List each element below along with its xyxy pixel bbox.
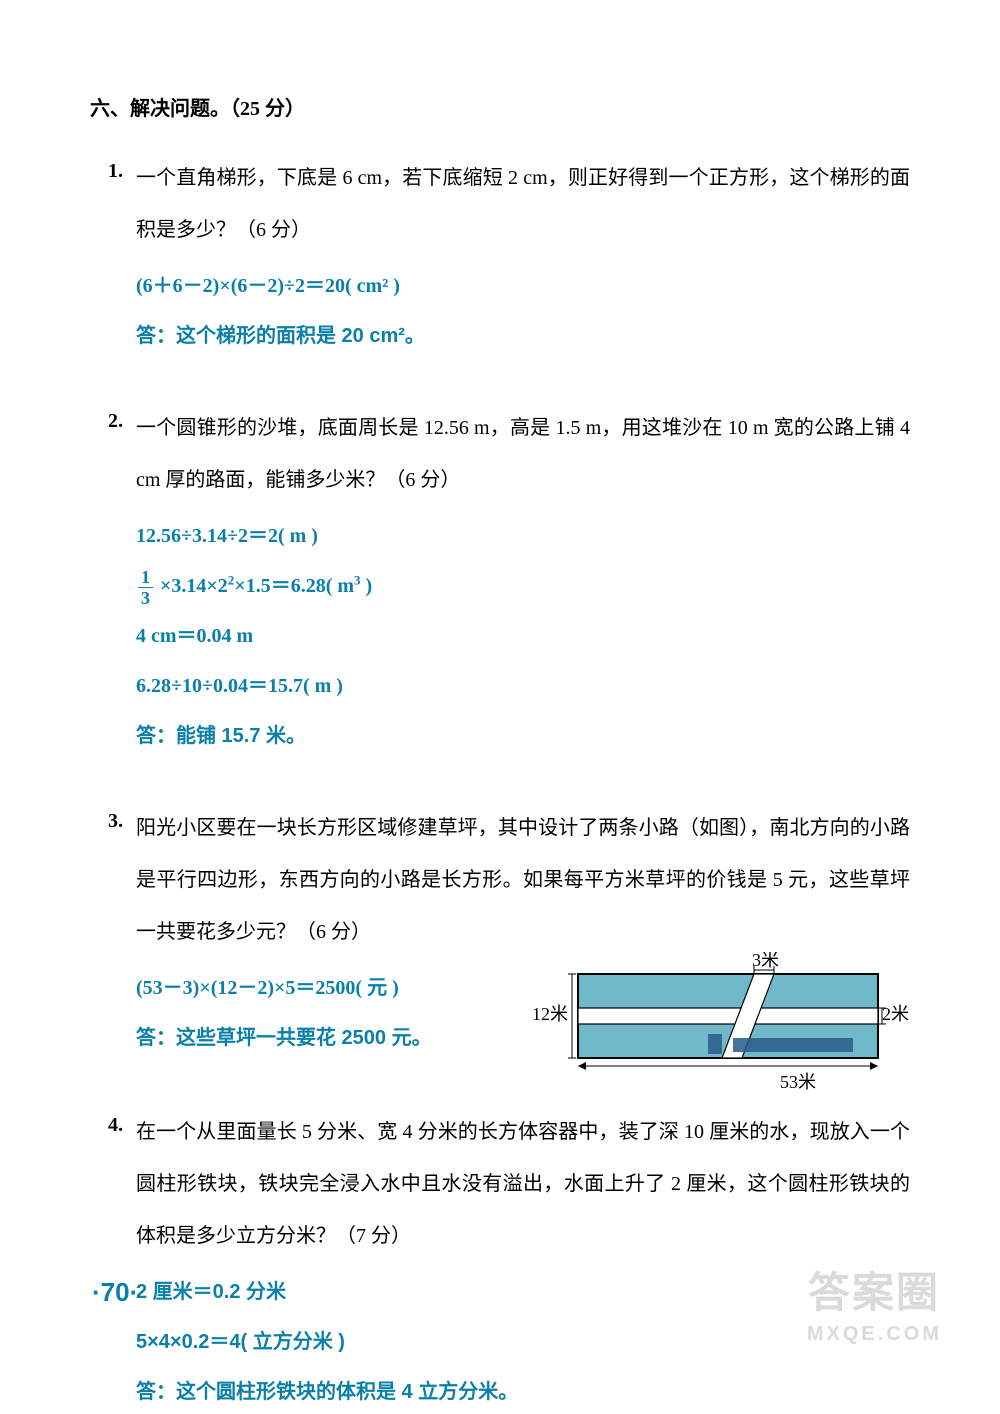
section-title: 六、解决问题。（25 分） [90, 90, 910, 128]
answer-line: (53－3)×(12－2)×5＝2500( 元 ) [136, 966, 556, 1010]
fraction-one-third: 13 [138, 568, 153, 607]
answer-line: 答：能铺 15.7 米。 [136, 714, 910, 758]
problem-number: 2. [108, 402, 123, 440]
accent-mark [708, 1034, 722, 1054]
problem-text: 一个圆锥形的沙堆，底面周长是 12.56 m，高是 1.5 m，用这堆沙在 10… [136, 402, 910, 506]
diagram-label-left: 12米 [532, 1004, 568, 1024]
answer-fragment: ×3.14×22×1.5＝6.28( m3 ) [160, 575, 372, 597]
diagram-label-top: 3米 [752, 952, 779, 970]
answer-line: 答：这个梯形的面积是 20 cm²。 [136, 314, 910, 358]
problem-3: 3. 阳光小区要在一块长方形区域修建草坪，其中设计了两条小路（如图），南北方向的… [136, 802, 910, 1062]
answer-line: 4 cm＝0.04 m [136, 614, 910, 658]
problem-number: 4. [108, 1106, 123, 1144]
problem-number: 1. [108, 152, 123, 190]
answer-line: 5×4×0.2＝4( 立方分米 ) [136, 1320, 910, 1364]
problem-answer: 2 厘米＝0.2 分米 5×4×0.2＝4( 立方分米 ) 答：这个圆柱形铁块的… [136, 1270, 910, 1414]
watermark-en: MXQE.COM [807, 1315, 942, 1353]
accent-mark [733, 1038, 853, 1052]
answer-line: 13 ×3.14×22×1.5＝6.28( m3 ) [136, 564, 910, 608]
answer-line: (6＋6－2)×(6－2)÷2＝20( cm² ) [136, 264, 910, 308]
problem-text: 在一个从里面量长 5 分米、宽 4 分米的长方体容器中，装了深 10 厘米的水，… [136, 1106, 910, 1262]
page-number: ·70· [92, 1268, 138, 1317]
problem-4: 4. 在一个从里面量长 5 分米、宽 4 分米的长方体容器中，装了深 10 厘米… [136, 1106, 910, 1414]
answer-line: 2 厘米＝0.2 分米 [136, 1270, 910, 1314]
answer-line: 6.28÷10÷0.04＝15.7( m ) [136, 664, 910, 708]
problem-answer: (53－3)×(12－2)×5＝2500( 元 ) 答：这些草坪一共要花 250… [136, 966, 556, 1060]
problem-answer: 12.56÷3.14÷2＝2( m ) 13 ×3.14×22×1.5＝6.28… [136, 514, 910, 758]
problem-text: 一个直角梯形，下底是 6 cm，若下底缩短 2 cm，则正好得到一个正方形，这个… [136, 152, 910, 256]
answer-line: 12.56÷3.14÷2＝2( m ) [136, 514, 910, 558]
diagram-label-bottom: 53米 [780, 1072, 816, 1092]
problem-number: 3. [108, 802, 123, 840]
problem-text: 阳光小区要在一块长方形区域修建草坪，其中设计了两条小路（如图），南北方向的小路是… [136, 802, 910, 958]
lawn-diagram: 3米 12米 2米 53米 [530, 952, 910, 1105]
problem-2: 2. 一个圆锥形的沙堆，底面周长是 12.56 m，高是 1.5 m，用这堆沙在… [136, 402, 910, 758]
diagram-label-right: 2米 [882, 1004, 909, 1024]
horizontal-path [578, 1008, 878, 1024]
answer-line: 答：这些草坪一共要花 2500 元。 [136, 1016, 556, 1060]
problem-1: 1. 一个直角梯形，下底是 6 cm，若下底缩短 2 cm，则正好得到一个正方形… [136, 152, 910, 358]
answer-line: 答：这个圆柱形铁块的体积是 4 立方分米。 [136, 1370, 910, 1414]
problem-answer: (6＋6－2)×(6－2)÷2＝20( cm² ) 答：这个梯形的面积是 20 … [136, 264, 910, 358]
